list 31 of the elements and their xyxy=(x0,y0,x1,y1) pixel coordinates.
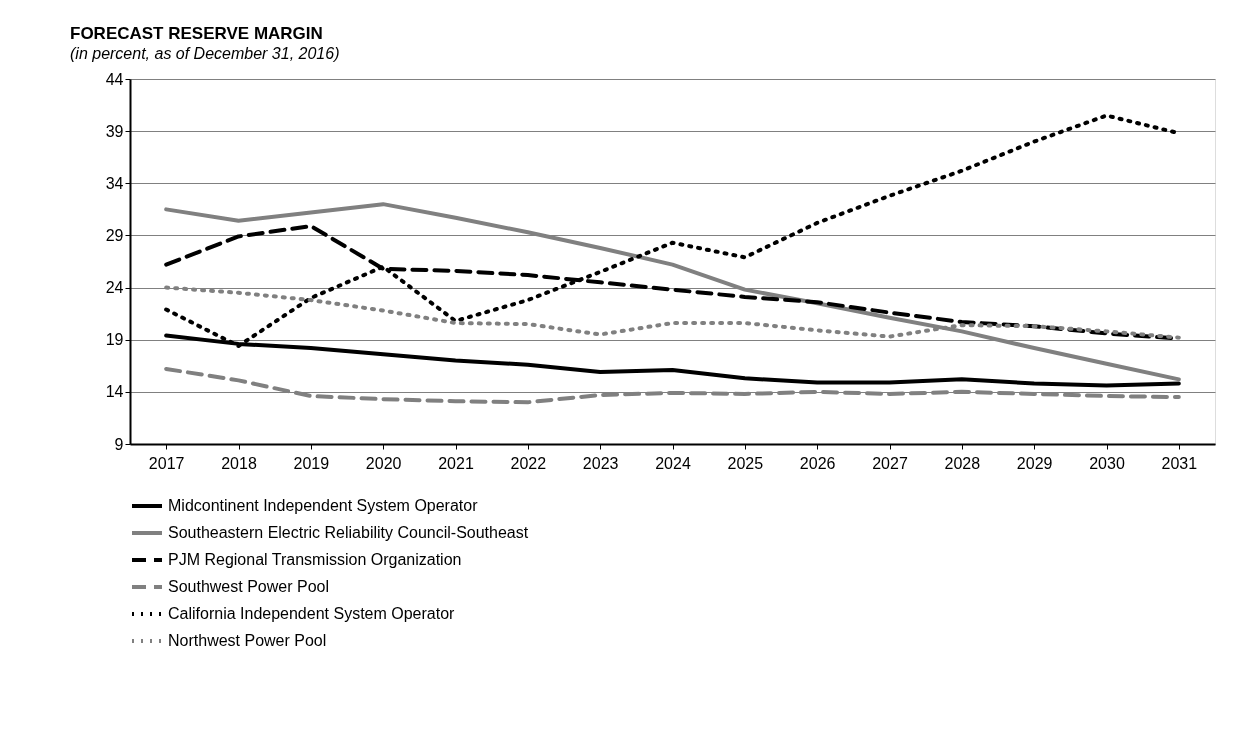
x-tick-label: 2026 xyxy=(799,454,836,472)
legend-label: Northwest Power Pool xyxy=(168,632,327,649)
x-tick-label: 2031 xyxy=(1161,454,1198,472)
x-tick-label: 2017 xyxy=(148,454,185,472)
x-tick-label: 2022 xyxy=(510,454,547,472)
x-tick-label: 2030 xyxy=(1089,454,1125,472)
x-tick-label: 2028 xyxy=(944,454,981,472)
legend-label: Southeastern Electric Reliability Council-Southeast xyxy=(168,524,529,541)
x-tick-label: 2027 xyxy=(872,454,908,472)
x-tick-label: 2020 xyxy=(365,454,402,472)
legend-label: California Independent System Operator xyxy=(168,605,456,622)
y-tick-label: 9 xyxy=(114,435,124,453)
x-tick-label: 2018 xyxy=(221,454,257,472)
x-tick-label: 2023 xyxy=(582,454,619,472)
x-tick-label: 2021 xyxy=(438,454,474,472)
chart-title: FORECAST RESERVE MARGIN xyxy=(70,24,323,43)
x-tick-label: 2029 xyxy=(1016,454,1053,472)
legend-label: Southwest Power Pool xyxy=(168,578,329,595)
y-tick-label: 44 xyxy=(105,70,124,88)
legend-label: Midcontinent Independent System Operator xyxy=(168,497,479,514)
y-tick-label: 14 xyxy=(105,383,124,401)
x-tick-label: 2019 xyxy=(293,454,330,472)
x-tick-label: 2024 xyxy=(655,454,691,472)
x-tick-label: 2025 xyxy=(727,454,764,472)
y-tick-label: 19 xyxy=(105,331,124,349)
legend-label: PJM Regional Transmission Organization xyxy=(168,551,462,568)
chart-subtitle: (in percent, as of December 31, 2016) xyxy=(70,45,340,62)
y-tick-label: 34 xyxy=(105,174,124,192)
y-tick-label: 29 xyxy=(105,226,124,244)
y-tick-label: 39 xyxy=(105,122,124,140)
y-tick-label: 24 xyxy=(105,279,124,297)
